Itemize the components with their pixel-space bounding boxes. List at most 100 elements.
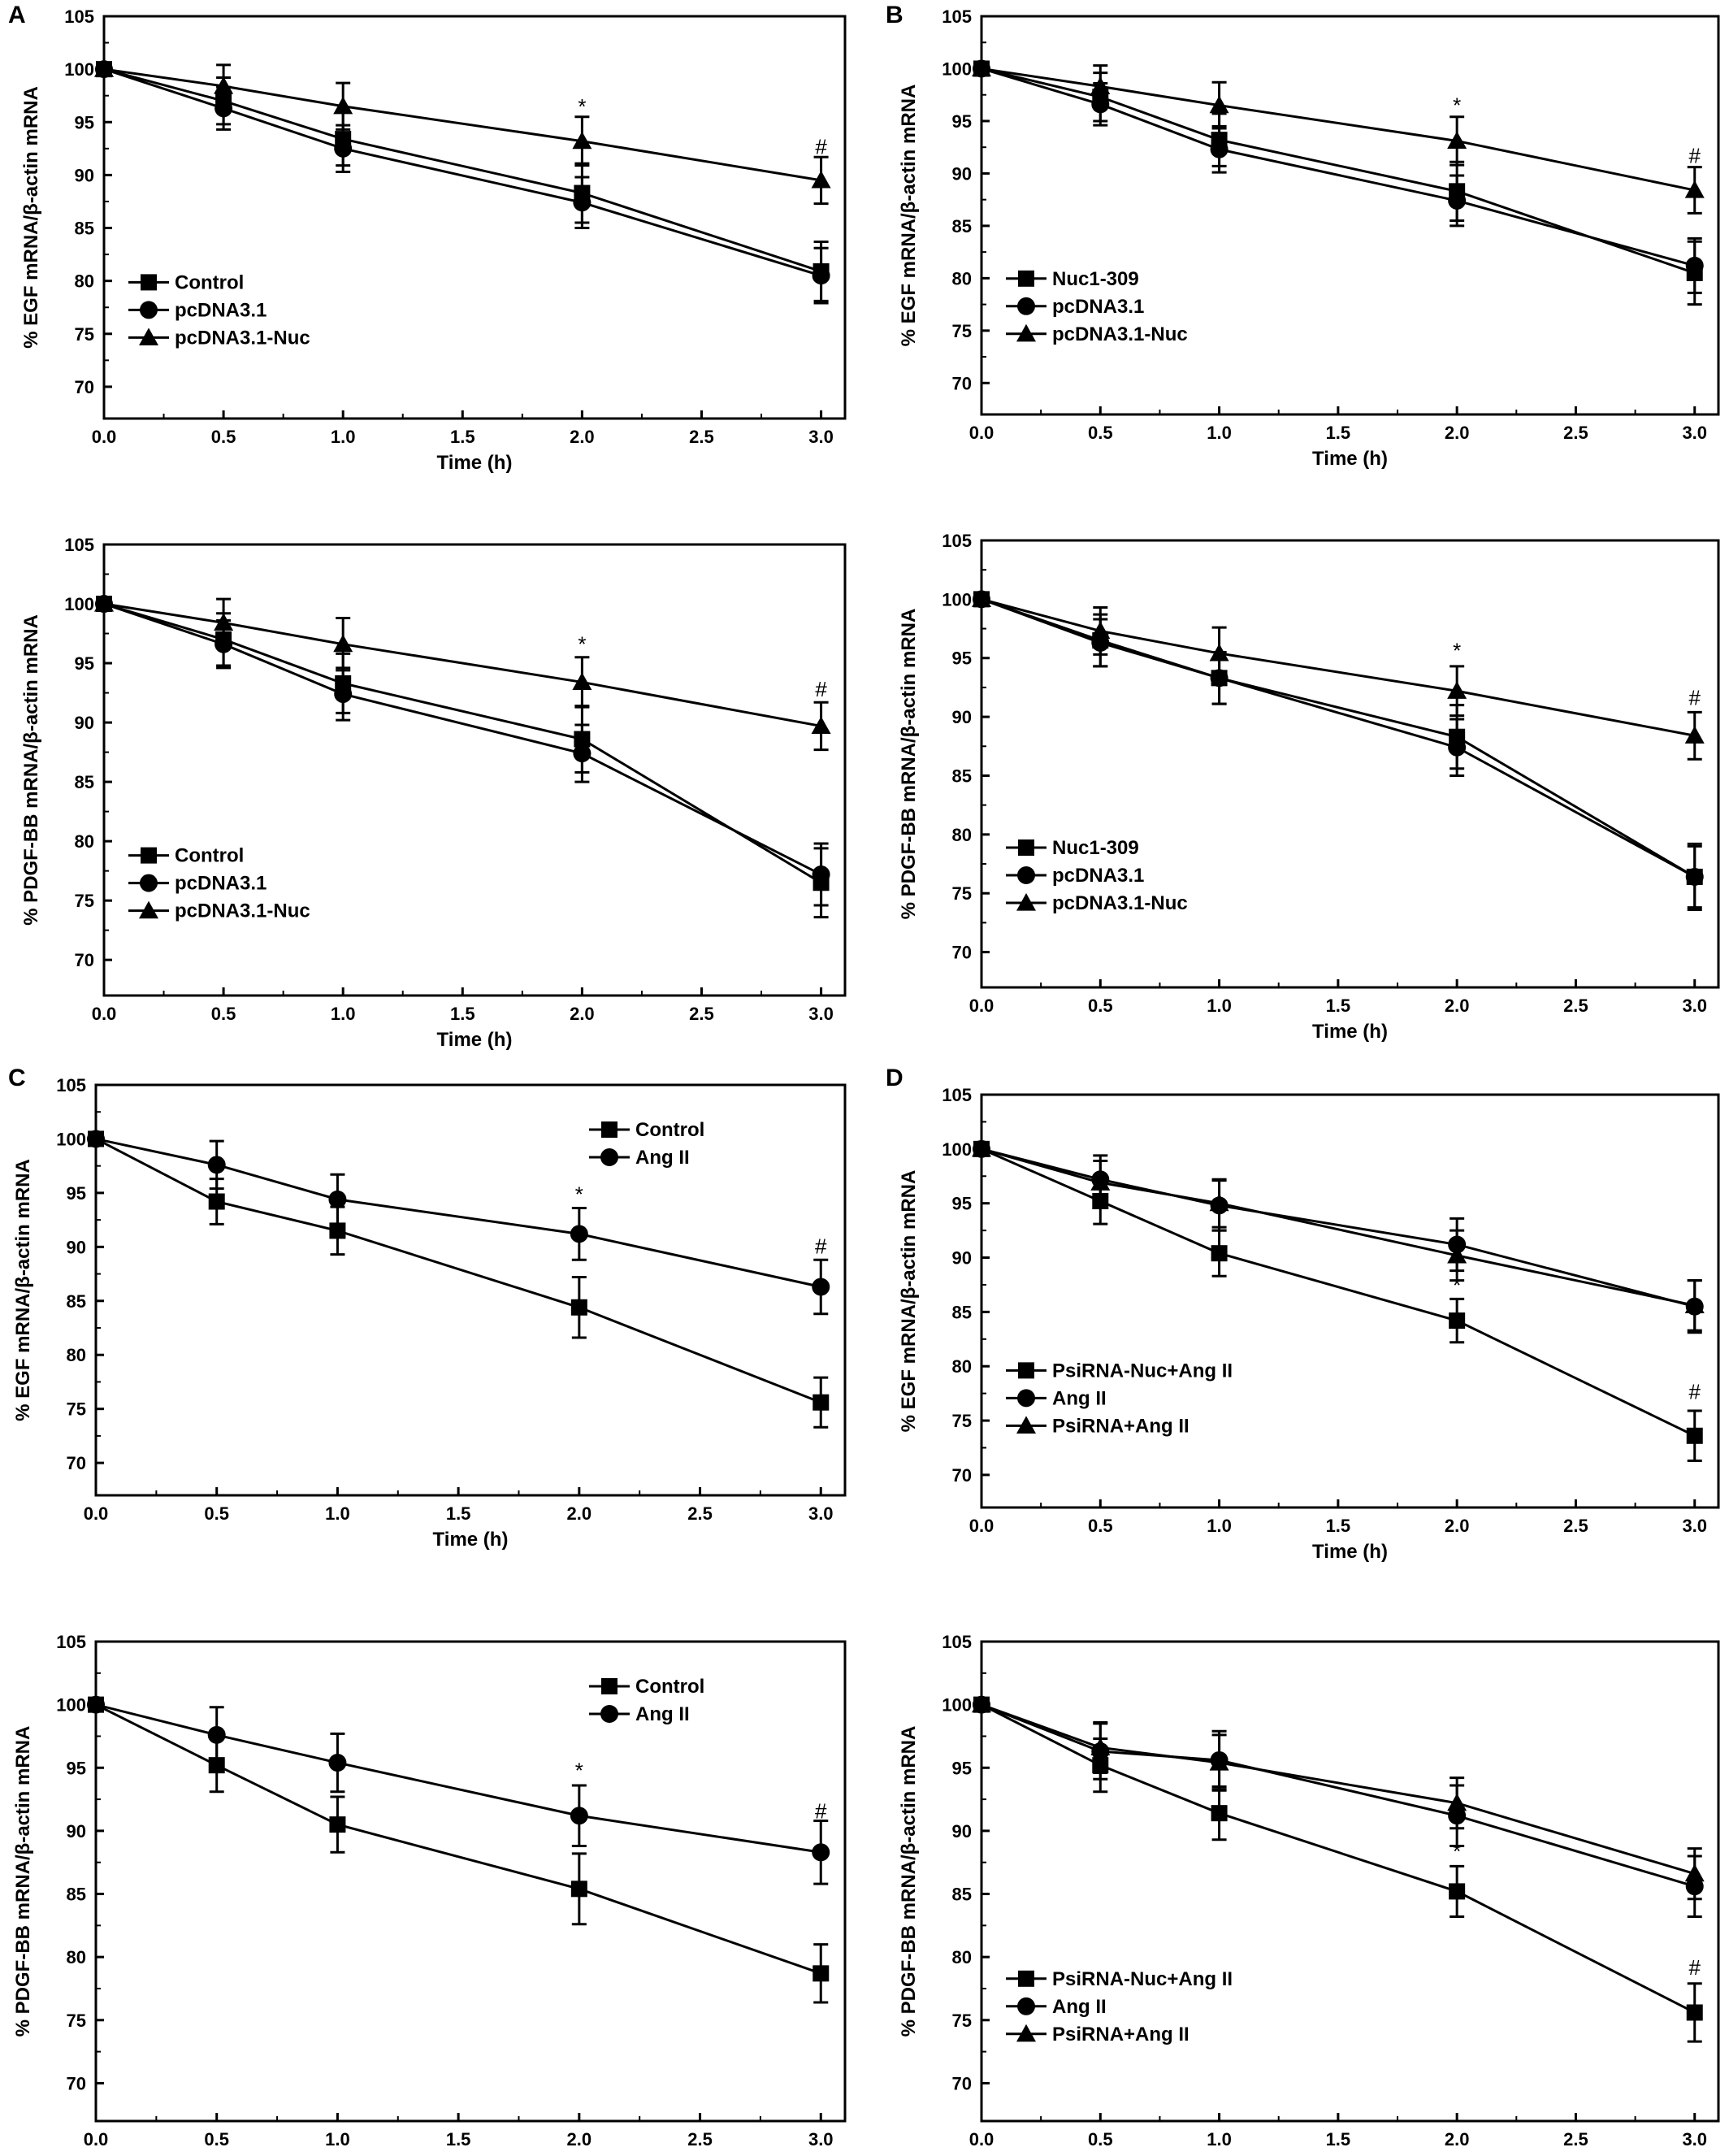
x-tick-label: 0.5 (204, 2129, 229, 2149)
significance-mark: # (815, 677, 827, 701)
data-point (1685, 867, 1704, 886)
x-tick-label: 0.5 (1088, 2129, 1113, 2149)
chart-5: 0.0 0.5 1.0 1.5 2.0 2.5 3.0 70 75 80 85 90 95 100 105 T… (12, 1075, 847, 1551)
series-2 (95, 595, 830, 907)
x-tick-label: 0.0 (969, 423, 994, 443)
x-tick-label: 1.0 (1207, 996, 1232, 1016)
y-tick-label: 70 (952, 943, 972, 963)
panel-letter-d: D (886, 1065, 904, 1091)
legend: PsiRNA-Nuc+Ang II Ang II PsiRNA+Ang II (1006, 1968, 1233, 2045)
y-tick-label: 85 (952, 1302, 972, 1322)
y-tick-label: 100 (942, 1695, 972, 1716)
x-tick-label: 2.0 (567, 2129, 592, 2149)
x-tick-label: 1.0 (1207, 423, 1232, 443)
data-point (972, 1694, 991, 1713)
x-tick-label: 1.0 (1207, 1516, 1232, 1536)
y-tick-label: 105 (56, 1075, 86, 1095)
x-tick-label: 3.0 (808, 427, 834, 447)
legend-label: Control (635, 1119, 704, 1141)
y-tick-label: 100 (942, 59, 972, 79)
data-point (1211, 1805, 1228, 1822)
legend-label: Ang II (1052, 1387, 1107, 1409)
chart-4: 0.0 0.5 1.0 1.5 2.0 2.5 3.0 70 75 80 85 90 95 100 105 T… (898, 531, 1720, 1043)
x-tick-label: 2.0 (1445, 996, 1470, 1016)
y-tick-label: 85 (952, 1885, 972, 1905)
y-tick-label: 80 (67, 1947, 86, 1967)
y-tick-label: 90 (67, 1237, 86, 1257)
y-tick-label: 90 (952, 1248, 972, 1269)
y-tick-label: 105 (942, 1085, 972, 1105)
y-tick-label: 70 (952, 2073, 972, 2093)
x-axis-label: Time (h) (1312, 448, 1388, 470)
y-tick-label: 80 (952, 825, 972, 845)
legend-label: pcDNA3.1-Nuc (175, 327, 310, 349)
x-tick-label: 0.5 (211, 427, 236, 447)
data-point (811, 716, 831, 735)
legend: PsiRNA-Nuc+Ang II Ang II PsiRNA+Ang II (1006, 1360, 1233, 1437)
x-tick-label: 0.0 (92, 427, 117, 447)
data-point (329, 1816, 346, 1833)
y-axis-label: % PDGF-BB mRNA/β-actin mRNA (898, 609, 920, 920)
panel-letter-c: C (8, 1065, 26, 1091)
data-point (1211, 1245, 1228, 1262)
y-tick-label: 95 (952, 1758, 972, 1778)
legend-label: Ang II (1052, 1996, 1107, 2018)
data-point (87, 1130, 105, 1148)
series-line (981, 1703, 1696, 1876)
x-tick-label: 2.5 (687, 1503, 713, 1524)
legend-label: pcDNA3.1 (1052, 296, 1144, 318)
significance-mark: * (1453, 639, 1461, 663)
plot-frame (102, 543, 847, 997)
y-tick-label: 95 (75, 653, 94, 674)
y-tick-label: 90 (75, 165, 94, 185)
significance-mark: * (1453, 1273, 1461, 1297)
plot-frame (980, 1640, 1720, 2123)
y-tick-label: 90 (952, 163, 972, 184)
data-point (1449, 1883, 1466, 1900)
data-point (1448, 738, 1467, 757)
legend-label: Control (635, 1676, 704, 1698)
legend-label: Control (175, 271, 244, 293)
plot-frame (94, 1083, 847, 1497)
data-point (328, 1190, 347, 1208)
data-point (1210, 140, 1228, 158)
data-point (812, 1278, 830, 1296)
y-tick-label: 105 (942, 531, 972, 551)
x-tick-label: 1.5 (1326, 996, 1351, 1016)
y-tick-label: 105 (64, 7, 94, 27)
y-tick-label: 100 (56, 1695, 86, 1716)
legend-marker (1018, 839, 1034, 856)
legend-label: Control (175, 845, 244, 867)
y-tick-label: 75 (75, 324, 94, 345)
y-tick-label: 105 (64, 535, 94, 555)
data-point (1685, 256, 1704, 275)
plot-frame (980, 1093, 1720, 1509)
plot-frame (980, 539, 1720, 989)
legend-marker (141, 274, 157, 291)
x-axis-label: Time (h) (1312, 2154, 1388, 2156)
series-2 (973, 1139, 1704, 1334)
series-2 (973, 59, 1704, 294)
legend-marker (139, 900, 158, 919)
series-line (103, 602, 822, 884)
x-tick-label: 1.5 (450, 427, 475, 447)
data-point (1090, 1173, 1111, 1191)
legend: Control Ang II (589, 1119, 704, 1169)
y-tick-label: 95 (952, 111, 972, 132)
data-point (214, 76, 234, 94)
data-point (570, 1299, 587, 1316)
data-point (1686, 1427, 1703, 1444)
data-point (1686, 2004, 1703, 2021)
x-tick-label: 3.0 (808, 1004, 834, 1024)
legend-marker (1018, 1362, 1034, 1379)
legend-label: pcDNA3.1 (175, 299, 266, 321)
significance-mark: # (1689, 686, 1701, 710)
series-line (981, 597, 1696, 737)
data-point (208, 1757, 225, 1774)
y-tick-label: 100 (56, 1129, 86, 1149)
y-tick-label: 70 (952, 373, 972, 393)
data-point (812, 267, 830, 285)
significance-mark: * (578, 94, 586, 119)
series-line (981, 67, 1696, 275)
significance-mark: # (1689, 1379, 1701, 1403)
